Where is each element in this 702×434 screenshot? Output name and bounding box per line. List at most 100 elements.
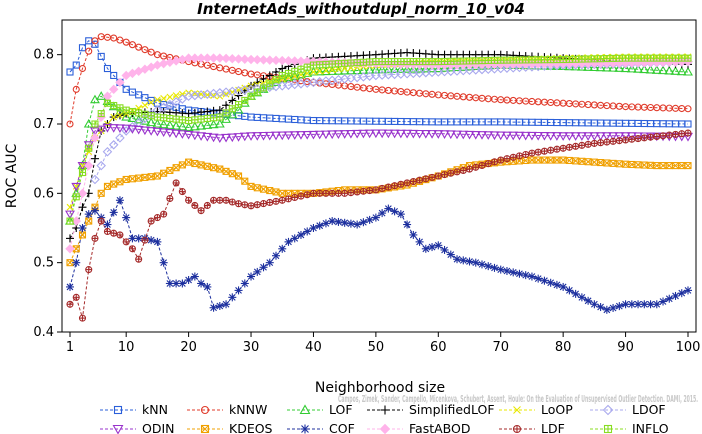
data-point bbox=[314, 66, 325, 76]
data-point bbox=[110, 229, 118, 237]
x-tick-label: 100 bbox=[676, 340, 701, 355]
data-point bbox=[321, 219, 330, 228]
data-point bbox=[640, 161, 648, 169]
data-point bbox=[590, 139, 598, 147]
data-point bbox=[359, 187, 367, 195]
data-point bbox=[71, 216, 81, 226]
data-point bbox=[584, 140, 592, 148]
data-point bbox=[278, 196, 286, 204]
data-point bbox=[79, 162, 86, 169]
data-point bbox=[608, 63, 619, 72]
data-point bbox=[414, 63, 425, 73]
data-point bbox=[578, 141, 586, 149]
data-point bbox=[291, 193, 299, 202]
data-point bbox=[309, 189, 318, 197]
data-point bbox=[564, 132, 575, 141]
data-point bbox=[259, 200, 268, 208]
data-point bbox=[190, 53, 200, 63]
data-point bbox=[383, 129, 394, 139]
data-point bbox=[72, 85, 80, 93]
data-point bbox=[116, 178, 124, 186]
data-point bbox=[309, 224, 318, 232]
data-point bbox=[158, 128, 169, 138]
data-point bbox=[208, 119, 219, 129]
data-point bbox=[66, 282, 74, 291]
data-point bbox=[671, 291, 680, 300]
data-point bbox=[103, 220, 112, 229]
data-point bbox=[153, 237, 162, 246]
data-point bbox=[471, 258, 480, 267]
data-point bbox=[308, 130, 319, 140]
data-point bbox=[409, 230, 418, 239]
data-point bbox=[576, 132, 587, 141]
data-point bbox=[265, 258, 274, 267]
data-point bbox=[108, 101, 119, 111]
data-point bbox=[202, 120, 213, 129]
y-axis: 0.4 0.5 0.6 0.7 0.8 bbox=[33, 48, 62, 340]
data-point bbox=[66, 259, 74, 267]
data-point bbox=[215, 302, 224, 310]
data-point bbox=[197, 108, 206, 117]
data-point bbox=[66, 203, 74, 211]
data-point bbox=[135, 255, 143, 263]
data-point bbox=[651, 65, 662, 74]
data-point bbox=[684, 162, 692, 170]
data-point bbox=[271, 131, 281, 141]
data-point bbox=[414, 129, 425, 139]
legend-label: KDEOS bbox=[229, 421, 273, 434]
data-point bbox=[96, 125, 107, 135]
data-point bbox=[189, 131, 200, 141]
legend-item-loop: LoOP bbox=[499, 402, 573, 417]
data-point bbox=[322, 189, 330, 197]
data-point bbox=[222, 101, 231, 110]
data-point bbox=[78, 168, 87, 177]
data-point bbox=[584, 296, 593, 305]
data-point bbox=[540, 156, 548, 164]
data-point bbox=[90, 133, 100, 143]
data-point bbox=[133, 125, 144, 135]
data-point bbox=[284, 237, 293, 246]
data-point bbox=[272, 251, 280, 260]
data-point bbox=[228, 105, 236, 113]
data-point bbox=[302, 130, 313, 140]
data-point bbox=[272, 68, 280, 76]
x-tick-label: 40 bbox=[305, 340, 322, 355]
data-point bbox=[546, 278, 555, 287]
legend-item-ldf: LDF bbox=[499, 421, 565, 434]
data-point bbox=[665, 54, 673, 62]
data-point bbox=[178, 116, 186, 124]
data-point bbox=[289, 71, 300, 80]
data-point bbox=[122, 238, 130, 246]
data-point bbox=[264, 131, 275, 141]
data-point bbox=[66, 120, 74, 128]
data-point bbox=[646, 300, 655, 309]
data-point bbox=[178, 161, 186, 169]
data-point bbox=[452, 130, 462, 140]
data-point bbox=[352, 129, 363, 139]
data-point bbox=[296, 131, 306, 140]
data-point bbox=[108, 84, 119, 95]
data-point bbox=[184, 276, 193, 284]
data-point bbox=[433, 130, 444, 139]
data-point bbox=[340, 218, 349, 227]
data-point bbox=[314, 130, 325, 140]
data-point bbox=[370, 129, 381, 139]
data-point bbox=[96, 91, 107, 100]
data-point bbox=[90, 206, 99, 215]
data-point bbox=[177, 94, 188, 104]
data-point bbox=[534, 148, 542, 156]
series-markers-inflo bbox=[66, 54, 692, 225]
data-point bbox=[465, 57, 474, 65]
data-point bbox=[259, 84, 268, 92]
data-point bbox=[458, 130, 469, 140]
data-point bbox=[189, 121, 200, 131]
data-point bbox=[84, 160, 94, 171]
data-point bbox=[165, 279, 174, 288]
data-point bbox=[359, 218, 368, 227]
data-point bbox=[626, 63, 637, 73]
series-line-inflo bbox=[69, 57, 688, 222]
y-tick-label: 0.5 bbox=[33, 256, 54, 271]
data-point bbox=[665, 131, 673, 139]
data-point bbox=[85, 217, 93, 225]
data-point bbox=[428, 243, 437, 252]
